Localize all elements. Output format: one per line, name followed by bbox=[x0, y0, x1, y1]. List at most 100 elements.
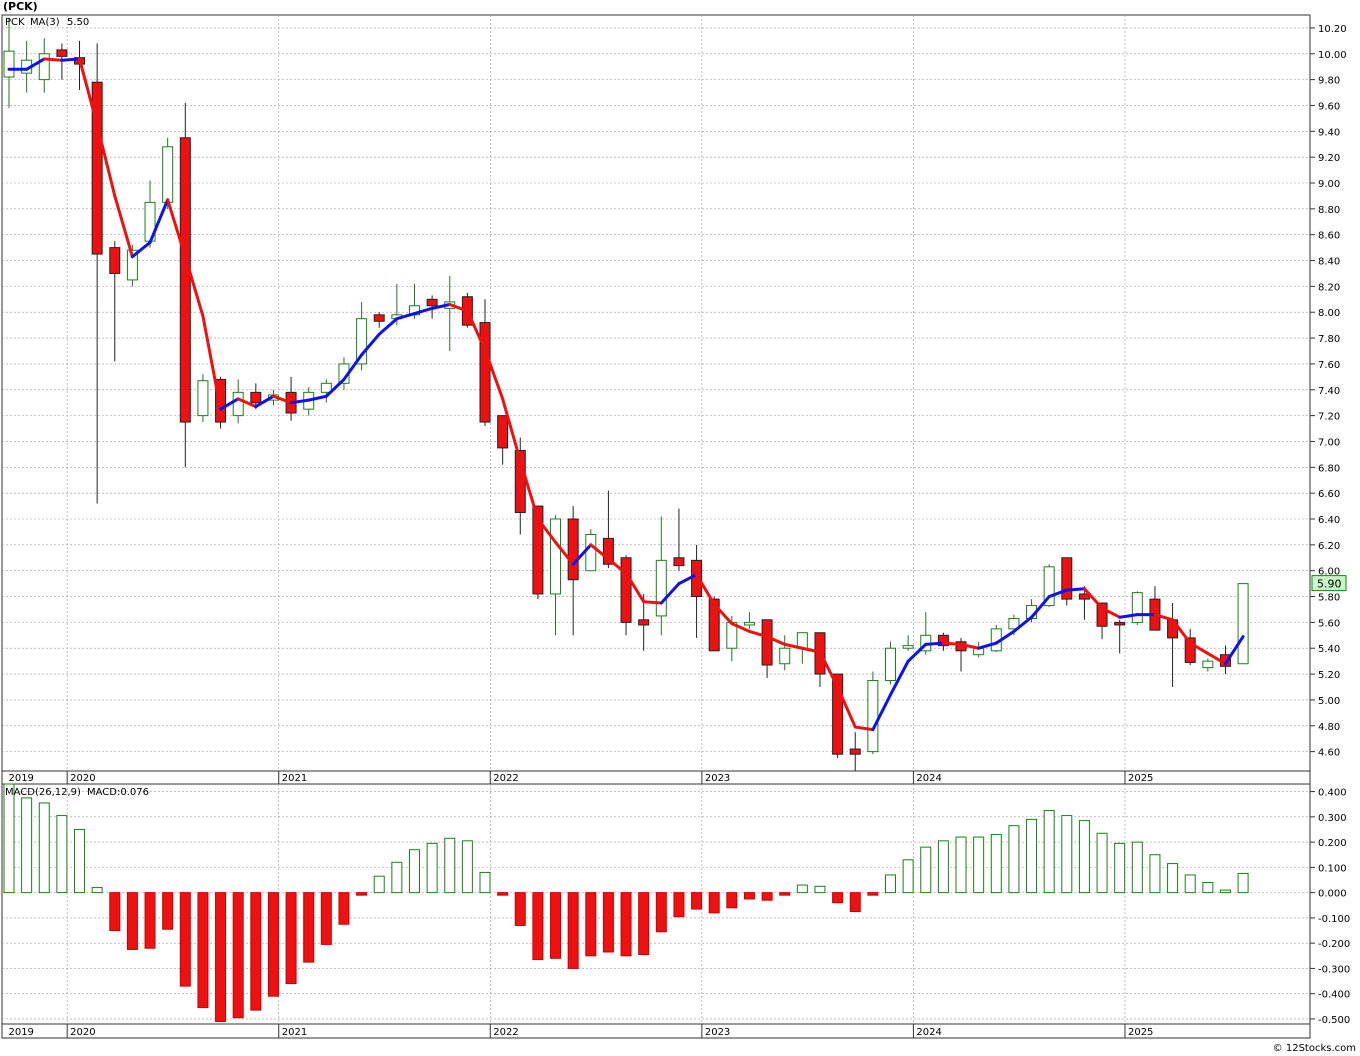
candle bbox=[585, 529, 597, 572]
ma3-segment bbox=[800, 646, 822, 654]
macd-tick-label: 0.200 bbox=[1318, 838, 1347, 849]
ma3-segment bbox=[395, 312, 416, 321]
candle bbox=[197, 374, 209, 423]
ma3-segment bbox=[959, 642, 981, 650]
macd-bar bbox=[638, 892, 650, 956]
candle bbox=[620, 555, 632, 636]
year-label: 2019 bbox=[8, 1027, 33, 1038]
macd-bar bbox=[21, 797, 33, 894]
ma3-segment bbox=[465, 309, 487, 352]
macd-bar bbox=[585, 892, 597, 957]
ma3-segment bbox=[536, 517, 558, 544]
macd-tick-label: -0.300 bbox=[1318, 964, 1350, 975]
macd-bar bbox=[885, 874, 896, 894]
candle-body bbox=[1096, 602, 1108, 627]
ma3-segment bbox=[271, 394, 293, 405]
price-tick-label: 6.20 bbox=[1318, 541, 1340, 552]
macd-tick-label: -0.500 bbox=[1318, 1015, 1350, 1026]
ma3-segment bbox=[360, 332, 381, 357]
candle-body bbox=[250, 391, 262, 404]
ma3-segment bbox=[906, 642, 928, 663]
macd-bar bbox=[726, 892, 738, 909]
macd-bar bbox=[761, 892, 773, 901]
price-tick-label: 7.00 bbox=[1318, 437, 1340, 448]
candle-body bbox=[497, 415, 509, 449]
price-tick-label: 9.80 bbox=[1318, 76, 1340, 87]
macd-tick-label: 0.300 bbox=[1318, 813, 1347, 824]
ma3-segment bbox=[201, 314, 223, 411]
ma3-segment bbox=[60, 57, 82, 62]
ma3-segment bbox=[606, 557, 628, 575]
ma3-segment bbox=[695, 573, 716, 606]
price-tick-label: 8.20 bbox=[1318, 282, 1340, 293]
macd-bar bbox=[232, 892, 244, 1019]
ma3-segment bbox=[747, 629, 769, 639]
candle bbox=[1202, 658, 1214, 672]
ma3-segment bbox=[1153, 613, 1175, 622]
macd-bar bbox=[38, 802, 50, 894]
candle bbox=[1184, 628, 1196, 666]
macd-bar bbox=[655, 892, 667, 933]
ma3-segment bbox=[430, 302, 452, 310]
macd-bar bbox=[1061, 815, 1073, 894]
ma3-segment bbox=[483, 348, 505, 401]
macd-bar bbox=[1026, 818, 1038, 894]
price-tick-label: 8.00 bbox=[1318, 308, 1340, 319]
candle-body bbox=[356, 318, 368, 365]
macd-bar bbox=[1096, 832, 1108, 894]
ma3-segment bbox=[1206, 651, 1227, 666]
candle-body bbox=[1202, 660, 1214, 669]
price-tick-label: 7.80 bbox=[1318, 334, 1340, 345]
candle bbox=[1131, 591, 1143, 625]
candle bbox=[638, 593, 650, 651]
macd-bar bbox=[990, 834, 1002, 894]
price-tick-label: 4.80 bbox=[1318, 722, 1340, 733]
candle-body bbox=[38, 53, 50, 81]
candle bbox=[673, 508, 685, 571]
ma3-segment bbox=[1223, 635, 1245, 666]
price-tick-label: 7.60 bbox=[1318, 360, 1340, 371]
macd-bar bbox=[814, 885, 826, 894]
ma3-segment bbox=[818, 650, 840, 689]
macd-bar bbox=[126, 892, 138, 950]
ma3-segment bbox=[219, 397, 240, 411]
macd-bar bbox=[832, 892, 844, 904]
price-tick-label: 6.80 bbox=[1318, 463, 1340, 474]
legend-ma-label: MA(3) bbox=[30, 17, 60, 28]
year-label: 2025 bbox=[1128, 1027, 1153, 1038]
macd-bar bbox=[937, 840, 949, 894]
ma3-segment bbox=[307, 394, 328, 402]
ma3-segment bbox=[1065, 587, 1086, 592]
macd-bar bbox=[1131, 841, 1143, 894]
macd-bar bbox=[250, 892, 262, 1011]
candle bbox=[761, 619, 773, 678]
ma3-segment bbox=[1171, 618, 1192, 645]
candle-body bbox=[761, 619, 773, 666]
candle bbox=[3, 17, 15, 109]
price-axis: 10.20 10.00 9.80 9.60 9.40 9.20 9.00 8.80 8.60 8.… bbox=[1310, 24, 1347, 759]
ma3-segment bbox=[1188, 641, 1210, 655]
ma3-segment bbox=[448, 302, 469, 313]
ma3-segment bbox=[712, 602, 734, 626]
macd-bar bbox=[550, 892, 562, 959]
macd-bar bbox=[1149, 854, 1161, 894]
candle bbox=[902, 635, 914, 651]
macd-bar bbox=[955, 836, 967, 894]
candle-body bbox=[620, 557, 632, 623]
candle-body bbox=[1061, 557, 1073, 600]
candle-body bbox=[56, 49, 68, 57]
candle-body bbox=[849, 748, 861, 755]
ma3-segment bbox=[659, 582, 681, 605]
macd-bar bbox=[91, 887, 103, 894]
year-label: 2020 bbox=[70, 773, 95, 784]
price-tick-label: 6.60 bbox=[1318, 489, 1340, 500]
ma3-segment bbox=[289, 398, 311, 405]
candle bbox=[532, 505, 544, 600]
macd-bar bbox=[74, 828, 86, 894]
last-price-label: 5.90 bbox=[1317, 578, 1342, 591]
candle-body bbox=[532, 505, 544, 595]
macd-time-axis bbox=[1, 1023, 1311, 1039]
price-tick-label: 8.80 bbox=[1318, 205, 1340, 216]
price-tick-label: 5.20 bbox=[1318, 670, 1340, 681]
macd-bar bbox=[779, 892, 791, 896]
